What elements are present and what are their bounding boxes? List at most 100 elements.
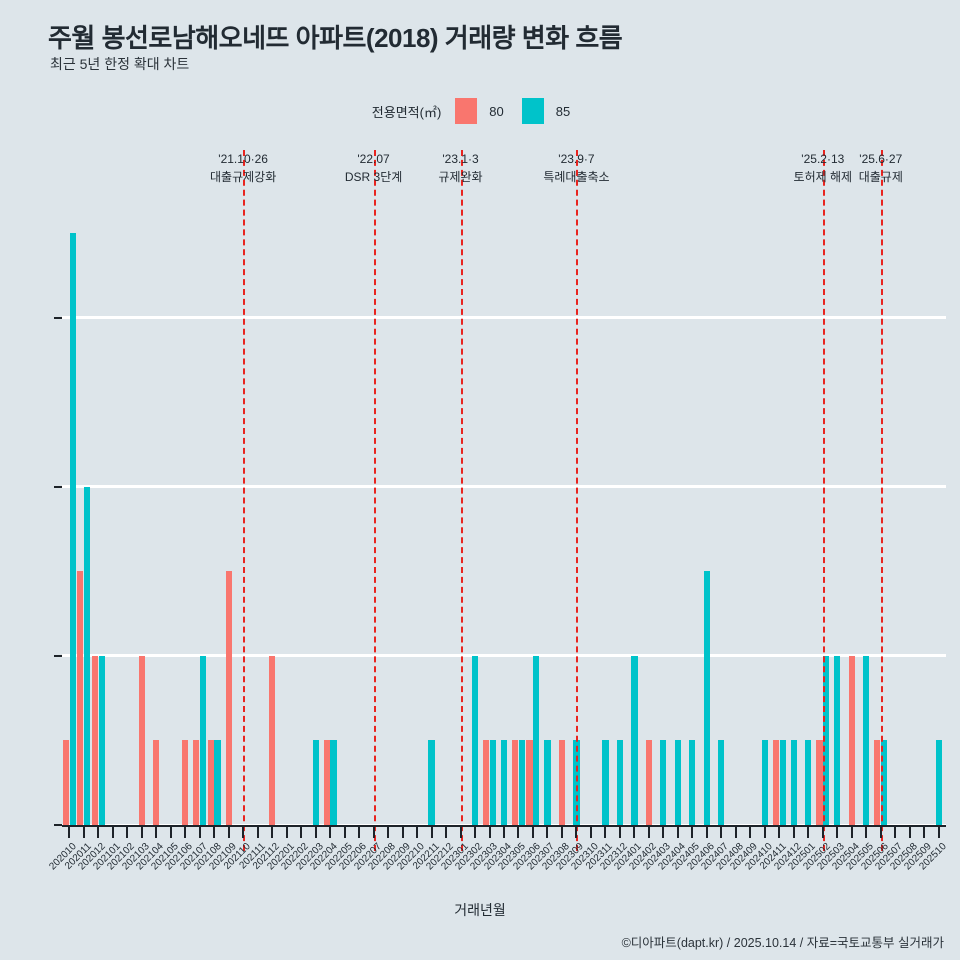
bar-202402-80[interactable] — [645, 740, 652, 825]
event-line-202506 — [880, 150, 883, 851]
x-tick-mark — [198, 827, 201, 838]
bar-202303-85[interactable] — [489, 740, 496, 825]
bar-202309-85[interactable] — [573, 740, 580, 825]
event-desc: 대출규제 — [858, 170, 903, 184]
bar-202211-85[interactable] — [428, 740, 435, 825]
x-tick-mark — [387, 827, 390, 838]
x-tick-mark — [894, 827, 897, 838]
x-tick-mark — [140, 827, 143, 838]
y-tick-mark — [54, 824, 62, 826]
bar-202308-80[interactable] — [558, 740, 566, 825]
x-tick-mark — [546, 827, 549, 838]
event-date: '25.6·27 — [859, 152, 903, 166]
event-date: '23.9·7 — [558, 152, 595, 166]
bar-202012-80[interactable] — [91, 655, 98, 825]
x-tick-mark — [242, 827, 245, 838]
bar-202504-80[interactable] — [848, 655, 855, 825]
bar-202203-85[interactable] — [312, 740, 319, 825]
event-date: '23.1·3 — [442, 152, 479, 166]
bar-202305-80[interactable] — [511, 740, 519, 825]
bar-202505-85[interactable] — [863, 655, 870, 825]
bar-202305-85[interactable] — [518, 740, 525, 825]
event-line-202110 — [243, 150, 246, 851]
x-tick-mark — [227, 827, 230, 838]
bar-202112-80[interactable] — [269, 655, 276, 825]
bar-202406-85[interactable] — [703, 571, 710, 825]
x-tick-mark — [111, 827, 114, 838]
bar-202506-85[interactable] — [881, 740, 888, 825]
chart-legend: 전용면적(㎡) 80 85 — [0, 98, 960, 124]
bar-202010-80[interactable] — [62, 740, 69, 825]
bar-202109-80[interactable] — [225, 571, 232, 825]
y-tick-mark — [54, 485, 62, 488]
x-tick-mark — [416, 827, 419, 838]
bar-202411-80[interactable] — [772, 740, 780, 825]
event-line-202207 — [373, 150, 376, 851]
bar-202410-85[interactable] — [761, 740, 768, 825]
bar-202104-80[interactable] — [153, 740, 160, 825]
x-tick-mark — [256, 827, 259, 838]
bar-202403-85[interactable] — [660, 740, 667, 825]
legend-swatch-85 — [521, 98, 544, 124]
bar-202501-85[interactable] — [805, 740, 812, 825]
bar-202204-85[interactable] — [330, 740, 337, 825]
x-tick-mark — [821, 827, 824, 838]
bar-202412-85[interactable] — [790, 740, 797, 825]
bar-202108-80[interactable] — [207, 740, 214, 825]
bar-202307-85[interactable] — [544, 740, 551, 825]
bar-202411-85[interactable] — [779, 740, 786, 825]
x-tick-mark — [720, 827, 723, 838]
bar-202011-85[interactable] — [84, 486, 91, 825]
bar-202503-85[interactable] — [834, 655, 841, 825]
bar-202107-85[interactable] — [199, 655, 207, 825]
x-tick-mark — [401, 827, 404, 838]
bar-202302-85[interactable] — [471, 655, 479, 825]
legend-item-80[interactable]: 80 — [455, 98, 504, 124]
gridline — [62, 316, 946, 320]
bar-202108-85[interactable] — [214, 740, 221, 825]
x-tick-mark — [430, 827, 433, 838]
bar-202407-85[interactable] — [718, 740, 725, 825]
event-annotation-202207: '22.07 DSR 3단계 — [345, 150, 402, 186]
x-tick-mark — [633, 827, 636, 838]
x-tick-mark — [459, 827, 462, 838]
bar-202502-85[interactable] — [823, 655, 830, 825]
bar-202304-85[interactable] — [500, 740, 508, 825]
x-tick-mark — [908, 827, 911, 838]
bar-202506-80[interactable] — [874, 740, 881, 825]
x-tick-mark — [705, 827, 708, 838]
x-axis-label: 거래년월 — [454, 902, 506, 918]
gridline — [62, 654, 946, 658]
x-tick-mark — [314, 827, 317, 838]
bar-202502-80[interactable] — [816, 740, 823, 825]
x-tick-mark — [778, 827, 781, 838]
bar-202311-85[interactable] — [602, 740, 609, 825]
bar-202010-85[interactable] — [69, 233, 76, 825]
x-tick-mark — [358, 827, 361, 838]
legend-item-85[interactable]: 85 — [521, 98, 571, 124]
bar-202306-80[interactable] — [526, 740, 533, 825]
x-tick-mark — [763, 827, 766, 838]
x-tick-mark — [807, 827, 810, 838]
bar-202306-85[interactable] — [533, 655, 540, 825]
bar-202303-80[interactable] — [483, 740, 490, 825]
bar-202012-85[interactable] — [98, 655, 105, 825]
bar-202312-85[interactable] — [616, 740, 624, 825]
bar-202204-80[interactable] — [323, 740, 330, 825]
event-desc: DSR 3단계 — [344, 170, 403, 184]
legend-label-85: 85 — [555, 103, 571, 119]
bar-202510-85[interactable] — [935, 740, 942, 825]
bar-202405-85[interactable] — [689, 740, 696, 825]
bar-202106-80[interactable] — [182, 740, 189, 825]
legend-title: 전용면적(㎡) — [371, 104, 442, 120]
event-line-202301 — [460, 150, 463, 851]
event-annotation-202110: '21.10·26 대출규제강화 — [210, 150, 276, 186]
source-note: ©디아파트(dapt.kr) / 2025.10.14 / 자료=국토교통부 실… — [621, 936, 944, 950]
bar-202401-85[interactable] — [631, 655, 638, 825]
bar-202107-80[interactable] — [193, 740, 200, 825]
bar-202103-80[interactable] — [138, 655, 145, 825]
bar-202011-80[interactable] — [77, 571, 84, 825]
event-date: '25.2·13 — [801, 152, 845, 166]
bar-202404-85[interactable] — [674, 740, 681, 825]
